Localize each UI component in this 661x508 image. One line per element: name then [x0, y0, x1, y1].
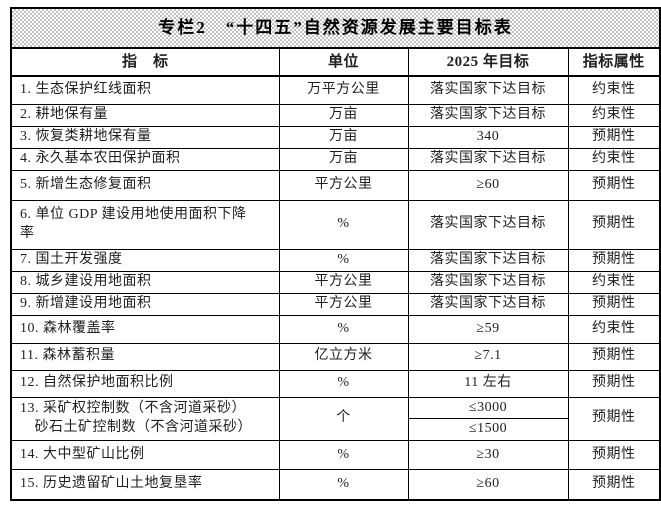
target-cell: 落实国家下达目标 — [407, 147, 569, 171]
indicator-cell: 1. 生态保护红线面积 — [10, 75, 280, 105]
unit-cell: % — [278, 440, 409, 471]
unit-cell: % — [278, 248, 409, 272]
table-row: 5. 新增生态修复面积 平方公里 ≥60 预期性 — [10, 169, 661, 201]
indicator-cell: 8. 城乡建设用地面积 — [10, 270, 280, 294]
unit-cell: % — [278, 369, 409, 398]
unit-cell: % — [278, 199, 409, 250]
unit-cell: 平方公里 — [278, 292, 409, 316]
table-row: 3. 恢复类耕地保有量 万亩 340 预期性 — [10, 125, 661, 149]
indicator-cell: 9. 新增建设用地面积 — [10, 292, 280, 316]
unit-cell: 万亩 — [278, 103, 409, 127]
indicator-cell: 6. 单位 GDP 建设用地使用面积下降 率 — [10, 199, 280, 250]
unit-cell: 平方公里 — [278, 169, 409, 201]
target-cell: 落实国家下达目标 — [407, 199, 569, 250]
indicator-cell: 5. 新增生态修复面积 — [10, 169, 280, 201]
indicator-cell: 10. 森林覆盖率 — [10, 314, 280, 344]
attribute-cell: 预期性 — [567, 440, 661, 471]
table-row-split-top: 13. 采矿权控制数（不含河道采砂） 砂石土矿控制数（不含河道采砂） 个 ≤30… — [10, 396, 661, 442]
table-row: 2. 耕地保有量 万亩 落实国家下达目标 约束性 — [10, 103, 661, 127]
unit-cell: 万亩 — [278, 147, 409, 171]
table-row: 7. 国土开发强度 % 落实国家下达目标 预期性 — [10, 248, 661, 272]
indicator-cell: 13. 采矿权控制数（不含河道采砂） 砂石土矿控制数（不含河道采砂） — [10, 396, 280, 442]
target-cell: 11 左右 — [407, 369, 569, 398]
title-row: 专栏2 “十四五”自然资源发展主要目标表 — [10, 7, 661, 49]
col-header-target: 2025 年目标 — [407, 47, 569, 77]
table-row: 12. 自然保护地面积比例 % 11 左右 预期性 — [10, 369, 661, 398]
target-cell: 落实国家下达目标 — [407, 270, 569, 294]
goals-table: 专栏2 “十四五”自然资源发展主要目标表 指 标 单位 2025 年目标 指标属… — [10, 7, 661, 501]
table-title: 专栏2 “十四五”自然资源发展主要目标表 — [10, 7, 661, 49]
table-row: 10. 森林覆盖率 % ≥59 约束性 — [10, 314, 661, 344]
header-row: 指 标 单位 2025 年目标 指标属性 — [10, 47, 661, 77]
col-header-unit: 单位 — [278, 47, 409, 77]
attribute-cell: 约束性 — [567, 314, 661, 344]
attribute-cell: 预期性 — [567, 199, 661, 250]
target-cell: ≥59 — [407, 314, 569, 344]
unit-cell: 万平方公里 — [278, 75, 409, 105]
indicator-cell: 4. 永久基本农田保护面积 — [10, 147, 280, 171]
unit-cell: 亿立方米 — [278, 342, 409, 371]
target-cell-top: ≤3000 — [407, 396, 569, 420]
target-cell: 落实国家下达目标 — [407, 292, 569, 316]
target-cell: 落实国家下达目标 — [407, 248, 569, 272]
unit-cell: % — [278, 469, 409, 501]
col-header-indicator: 指 标 — [10, 47, 280, 77]
unit-cell: % — [278, 314, 409, 344]
table-row: 14. 大中型矿山比例 % ≥30 预期性 — [10, 440, 661, 471]
indicator-cell: 11. 森林蓄积量 — [10, 342, 280, 371]
unit-cell: 个 — [278, 396, 409, 442]
table-row: 4. 永久基本农田保护面积 万亩 落实国家下达目标 约束性 — [10, 147, 661, 171]
attribute-cell: 预期性 — [567, 369, 661, 398]
indicator-cell: 3. 恢复类耕地保有量 — [10, 125, 280, 149]
table-row: 11. 森林蓄积量 亿立方米 ≥7.1 预期性 — [10, 342, 661, 371]
table-row: 15. 历史遗留矿山土地复垦率 % ≥60 预期性 — [10, 469, 661, 501]
col-header-attribute: 指标属性 — [567, 47, 661, 77]
attribute-cell: 预期性 — [567, 248, 661, 272]
indicator-cell: 2. 耕地保有量 — [10, 103, 280, 127]
target-cell: ≥30 — [407, 440, 569, 471]
attribute-cell: 约束性 — [567, 103, 661, 127]
target-cell: 落实国家下达目标 — [407, 103, 569, 127]
attribute-cell: 预期性 — [567, 469, 661, 501]
unit-cell: 平方公里 — [278, 270, 409, 294]
target-cell: 落实国家下达目标 — [407, 75, 569, 105]
table-row: 9. 新增建设用地面积 平方公里 落实国家下达目标 预期性 — [10, 292, 661, 316]
table-row: 1. 生态保护红线面积 万平方公里 落实国家下达目标 约束性 — [10, 75, 661, 105]
attribute-cell: 预期性 — [567, 342, 661, 371]
indicator-cell: 14. 大中型矿山比例 — [10, 440, 280, 471]
target-cell: ≥60 — [407, 169, 569, 201]
target-cell-bottom: ≤1500 — [407, 418, 569, 442]
table-row: 8. 城乡建设用地面积 平方公里 落实国家下达目标 约束性 — [10, 270, 661, 294]
attribute-cell: 预期性 — [567, 292, 661, 316]
target-cell: 340 — [407, 125, 569, 149]
target-cell: ≥7.1 — [407, 342, 569, 371]
unit-cell: 万亩 — [278, 125, 409, 149]
table-row: 6. 单位 GDP 建设用地使用面积下降 率 % 落实国家下达目标 预期性 — [10, 199, 661, 250]
indicator-cell: 12. 自然保护地面积比例 — [10, 369, 280, 398]
attribute-cell: 约束性 — [567, 75, 661, 105]
attribute-cell: 预期性 — [567, 396, 661, 442]
attribute-cell: 预期性 — [567, 169, 661, 201]
indicator-cell: 7. 国土开发强度 — [10, 248, 280, 272]
attribute-cell: 约束性 — [567, 147, 661, 171]
indicator-cell: 15. 历史遗留矿山土地复垦率 — [10, 469, 280, 501]
target-cell: ≥60 — [407, 469, 569, 501]
attribute-cell: 预期性 — [567, 125, 661, 149]
attribute-cell: 约束性 — [567, 270, 661, 294]
